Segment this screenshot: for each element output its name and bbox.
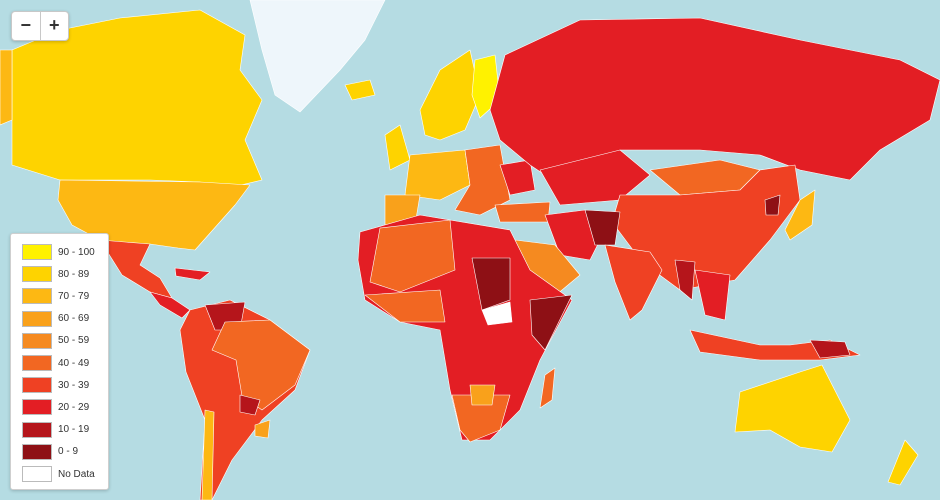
north-korea — [764, 194, 781, 216]
uruguay — [254, 419, 271, 439]
alaska — [0, 49, 13, 126]
botswana — [469, 384, 496, 406]
legend-item: 30 - 39 — [22, 377, 90, 394]
mexico — [99, 239, 173, 299]
scandinavia — [419, 49, 481, 141]
legend-item: 50 - 59 — [22, 332, 90, 349]
legend-swatch — [22, 355, 52, 371]
legend: 90 - 100 80 - 89 70 - 79 60 - 69 50 - 59 40 -… — [10, 233, 109, 490]
southern-africa — [451, 394, 511, 443]
brazil — [211, 319, 311, 411]
paraguay — [239, 394, 261, 416]
japan — [784, 189, 816, 241]
legend-item: 40 - 49 — [22, 355, 89, 371]
afghanistan — [584, 209, 621, 246]
legend-swatch — [22, 310, 52, 327]
kazakhstan — [539, 149, 651, 206]
legend-swatch — [22, 377, 52, 394]
zoom-in-button[interactable]: + — [39, 12, 69, 40]
myanmar — [674, 259, 696, 301]
legend-item: 0 - 9 — [22, 443, 79, 460]
iceland — [344, 79, 376, 101]
southeast-asia — [694, 269, 731, 321]
new-zealand — [887, 439, 919, 486]
legend-label: 20 - 29 — [58, 401, 90, 413]
legend-item: No Data — [22, 466, 95, 482]
australia — [734, 364, 851, 453]
legend-swatch — [22, 421, 52, 438]
zoom-out-button[interactable]: − — [20, 15, 31, 35]
turkey — [494, 201, 551, 223]
chile — [201, 409, 215, 500]
south-sudan — [481, 301, 513, 326]
west-africa — [364, 289, 446, 323]
uk — [384, 124, 411, 171]
legend-label: 40 - 49 — [58, 357, 90, 369]
somalia — [529, 294, 573, 351]
legend-item: 10 - 19 — [22, 421, 90, 438]
legend-label: 50 - 59 — [58, 335, 90, 347]
legend-swatch — [22, 443, 52, 460]
legend-label: 70 - 79 — [58, 290, 90, 302]
legend-item: 90 - 100 — [22, 244, 95, 260]
caribbean — [174, 267, 211, 281]
east-europe — [454, 144, 511, 216]
zoom-controls: − + — [11, 11, 69, 41]
legend-label: 30 - 39 — [58, 379, 90, 391]
legend-label: 10 - 19 — [58, 424, 90, 436]
legend-label: 90 - 100 — [58, 246, 95, 258]
legend-label: No Data — [58, 468, 95, 480]
legend-item: 70 - 79 — [22, 288, 90, 305]
legend-swatch — [22, 332, 52, 349]
central-america — [149, 291, 191, 319]
ukraine — [499, 159, 536, 196]
legend-item: 60 - 69 — [22, 310, 90, 327]
legend-swatch — [22, 466, 52, 482]
legend-item: 20 - 29 — [22, 399, 90, 416]
russia — [489, 17, 940, 186]
west-europe — [404, 149, 471, 201]
legend-label: 0 - 9 — [58, 446, 79, 458]
legend-label: 80 - 89 — [58, 268, 90, 280]
legend-swatch — [22, 266, 52, 283]
canada — [11, 9, 263, 191]
legend-swatch — [22, 399, 52, 416]
madagascar — [539, 367, 556, 409]
legend-swatch — [22, 244, 52, 260]
sudan — [471, 257, 511, 311]
greenland — [249, 0, 386, 113]
papua — [809, 339, 851, 359]
legend-swatch — [22, 288, 52, 305]
north-africa — [369, 219, 456, 293]
india — [604, 244, 663, 321]
legend-label: 60 - 69 — [58, 313, 90, 325]
legend-item: 80 - 89 — [22, 266, 90, 283]
